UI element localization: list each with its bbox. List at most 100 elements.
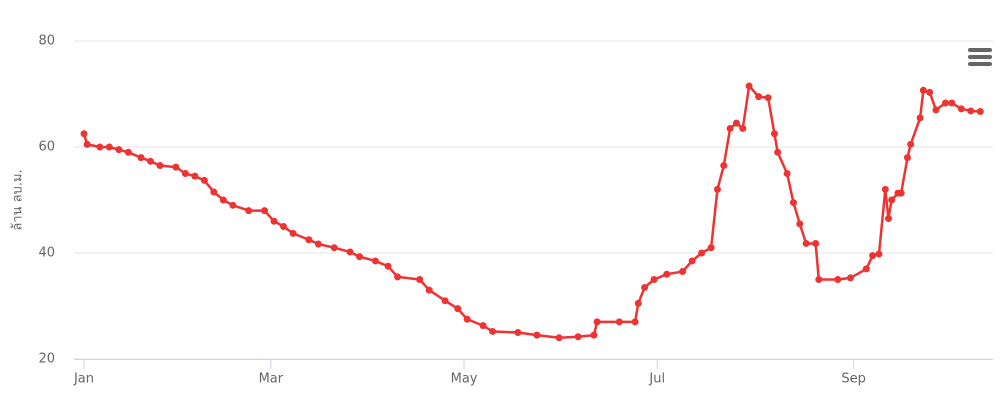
point: [463, 315, 471, 323]
point: [305, 236, 313, 244]
point: [796, 220, 804, 228]
point: [356, 253, 364, 261]
point: [416, 276, 424, 283]
point: [726, 124, 734, 132]
point: [916, 114, 924, 122]
point: [147, 157, 155, 165]
point: [631, 318, 639, 326]
point: [926, 88, 934, 96]
point: [574, 333, 582, 341]
point: [783, 170, 791, 177]
point: [394, 273, 402, 281]
point: [191, 172, 199, 180]
point: [774, 148, 782, 156]
point: [862, 265, 870, 273]
menu-bar[interactable]: [968, 48, 992, 52]
point: [815, 276, 823, 283]
point: [875, 250, 883, 258]
menu-button[interactable]: [968, 48, 992, 66]
y-tick-label: 40: [38, 246, 55, 261]
point: [903, 154, 911, 162]
point: [897, 189, 905, 197]
point: [650, 276, 658, 283]
point: [941, 99, 949, 107]
point: [957, 105, 965, 113]
point: [245, 207, 253, 215]
y-tick-label: 60: [38, 140, 55, 155]
point: [802, 239, 810, 247]
point: [346, 248, 354, 256]
menu-bar[interactable]: [968, 55, 992, 59]
point: [384, 262, 392, 270]
point: [124, 148, 132, 156]
point: [200, 176, 208, 184]
point: [229, 201, 237, 209]
point: [634, 299, 642, 307]
point: [713, 185, 721, 193]
point: [314, 240, 322, 248]
y-tick-label: 80: [38, 34, 55, 49]
point: [869, 252, 877, 260]
point: [172, 163, 180, 171]
point: [932, 106, 940, 114]
x-tick-label: Jul: [648, 372, 665, 387]
point: [967, 107, 975, 115]
point: [720, 162, 728, 170]
point: [948, 99, 956, 107]
point: [812, 239, 820, 247]
x-tick-label: Sep: [841, 372, 866, 387]
point: [770, 130, 778, 138]
point: [371, 257, 379, 265]
point: [888, 196, 896, 204]
point: [555, 334, 563, 342]
y-axis-label: ล้าน ลบ.ม.: [11, 169, 26, 230]
point: [115, 146, 123, 154]
y-tick-label: 20: [38, 352, 55, 367]
point: [688, 257, 696, 265]
point: [739, 124, 747, 132]
point: [289, 229, 297, 237]
point: [219, 196, 227, 204]
x-tick-label: May: [451, 372, 478, 387]
point: [96, 143, 104, 151]
point: [745, 82, 753, 90]
point: [663, 270, 671, 278]
point: [210, 188, 218, 196]
point: [919, 86, 927, 94]
point: [261, 207, 269, 215]
point: [489, 327, 497, 335]
point: [441, 297, 449, 305]
point: [330, 244, 338, 252]
point: [105, 143, 113, 151]
point: [755, 93, 763, 101]
point: [884, 215, 892, 223]
point: [280, 223, 288, 230]
point: [707, 244, 715, 252]
point: [789, 199, 797, 207]
series-line: [82, 84, 981, 340]
point: [593, 318, 601, 326]
point: [479, 322, 487, 330]
point: [679, 268, 687, 276]
point: [881, 185, 889, 193]
x-tick-label: Mar: [259, 372, 284, 387]
point: [907, 140, 915, 148]
point: [83, 140, 91, 148]
point: [846, 274, 854, 282]
point: [533, 331, 541, 339]
point: [80, 130, 88, 138]
point: [181, 170, 189, 177]
x-tick-label: Jan: [73, 372, 94, 387]
point: [732, 119, 740, 127]
point: [514, 329, 522, 336]
point: [641, 283, 649, 291]
point: [454, 305, 462, 313]
point: [615, 318, 623, 326]
point: [764, 94, 772, 102]
point: [156, 162, 164, 170]
point: [834, 276, 842, 283]
menu-bar[interactable]: [968, 62, 992, 66]
point: [425, 286, 433, 294]
point: [976, 107, 984, 115]
